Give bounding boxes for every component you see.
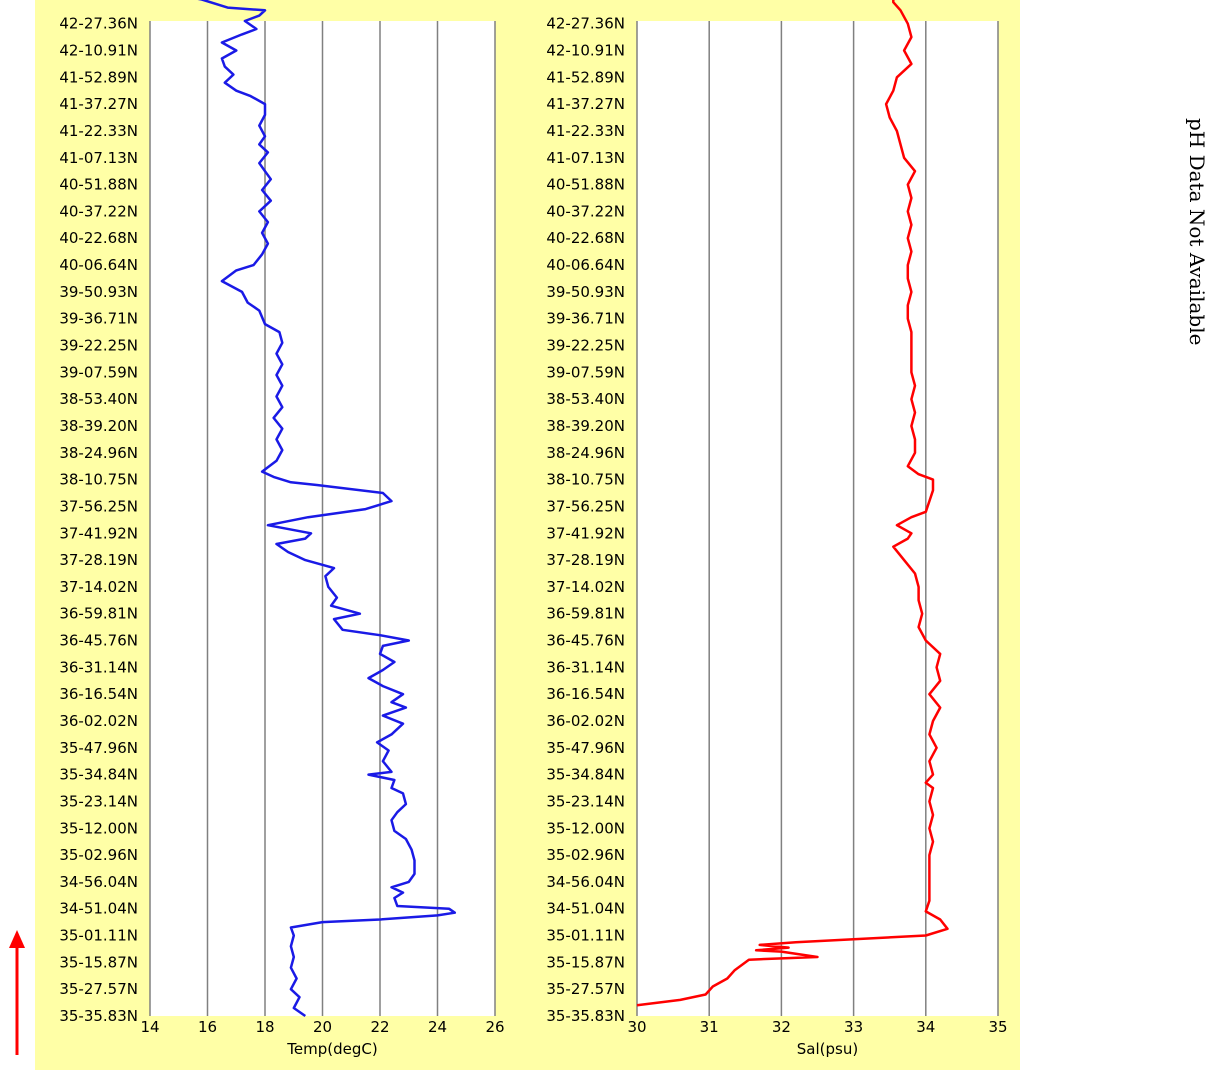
y-tick-label: 42-10.91N xyxy=(59,42,138,60)
y-tick-label: 38-24.96N xyxy=(546,444,625,462)
plot-area xyxy=(637,21,998,1016)
y-tick-label: 41-52.89N xyxy=(59,68,138,86)
y-tick-label: 36-45.76N xyxy=(59,632,138,650)
y-tick-label: 37-28.19N xyxy=(59,551,138,569)
y-tick-label: 35-47.96N xyxy=(546,739,625,757)
y-tick-label: 42-27.36N xyxy=(546,15,625,33)
y-tick-label: 35-34.84N xyxy=(546,766,625,784)
y-tick-label: 35-01.11N xyxy=(59,927,138,945)
y-tick-label: 39-50.93N xyxy=(546,283,625,301)
y-tick-label: 36-31.14N xyxy=(59,658,138,676)
y-tick-label: 35-23.14N xyxy=(546,792,625,810)
y-tick-label: 34-56.04N xyxy=(546,873,625,891)
y-tick-label: 35-12.00N xyxy=(59,819,138,837)
temperature-chart: 14 16 18 20 22 24 26 35-35.83N 35-27.57N 35-15.87… xyxy=(59,0,505,1058)
y-tick-label: 39-07.59N xyxy=(546,363,625,381)
y-tick-label: 41-07.13N xyxy=(546,149,625,167)
y-tick-label: 40-22.68N xyxy=(546,229,625,247)
y-tick-label: 39-07.59N xyxy=(59,363,138,381)
y-tick-label: 40-37.22N xyxy=(546,202,625,220)
x-tick-label: 31 xyxy=(700,1018,719,1036)
y-tick-label: 41-37.27N xyxy=(546,95,625,113)
y-tick-label: 35-47.96N xyxy=(59,739,138,757)
y-tick-label: 39-22.25N xyxy=(546,337,625,355)
y-tick-label: 35-02.96N xyxy=(546,846,625,864)
temperature-series-line xyxy=(197,0,457,1018)
y-tick-label: 35-27.57N xyxy=(546,980,625,998)
y-tick-label: 40-22.68N xyxy=(59,229,138,247)
y-tick-label: 38-53.40N xyxy=(59,390,138,408)
y-tick-label: 35-01.11N xyxy=(546,927,625,945)
y-tick-label: 34-56.04N xyxy=(59,873,138,891)
direction-arrow-icon xyxy=(9,930,25,1055)
x-axis-title: Sal(psu) xyxy=(797,1040,858,1058)
y-tick-label: 38-10.75N xyxy=(59,471,138,489)
x-tick-label: 22 xyxy=(370,1018,389,1036)
x-tick-label: 24 xyxy=(428,1018,447,1036)
y-tick-label: 35-34.84N xyxy=(59,766,138,784)
x-tick-label: 32 xyxy=(772,1018,791,1036)
y-tick-label: 36-02.02N xyxy=(546,712,625,730)
y-tick-label: 40-51.88N xyxy=(59,176,138,194)
y-tick-label: 35-27.57N xyxy=(59,980,138,998)
x-tick-label: 18 xyxy=(255,1018,274,1036)
y-tick-label: 35-12.00N xyxy=(546,819,625,837)
y-tick-label: 41-52.89N xyxy=(546,68,625,86)
y-tick-label: 34-51.04N xyxy=(546,900,625,918)
y-tick-label: 39-36.71N xyxy=(546,310,625,328)
y-tick-label: 40-06.64N xyxy=(546,256,625,274)
y-tick-label: 38-24.96N xyxy=(59,444,138,462)
y-tick-label: 38-39.20N xyxy=(59,417,138,435)
y-tick-label: 37-41.92N xyxy=(546,524,625,542)
y-tick-label: 35-23.14N xyxy=(59,792,138,810)
y-tick-label: 38-10.75N xyxy=(546,471,625,489)
y-tick-label: 37-28.19N xyxy=(546,551,625,569)
y-tick-label: 39-50.93N xyxy=(59,283,138,301)
y-tick-label: 42-10.91N xyxy=(546,42,625,60)
y-tick-label: 36-59.81N xyxy=(546,605,625,623)
y-tick-label: 40-51.88N xyxy=(546,176,625,194)
y-tick-label: 37-56.25N xyxy=(59,497,138,515)
y-tick-label: 36-02.02N xyxy=(59,712,138,730)
x-tick-label: 20 xyxy=(313,1018,332,1036)
y-tick-label: 41-07.13N xyxy=(59,149,138,167)
y-tick-label: 37-14.02N xyxy=(59,578,138,596)
y-tick-label: 36-31.14N xyxy=(546,658,625,676)
y-tick-label: 34-51.04N xyxy=(59,900,138,918)
y-tick-label: 37-14.02N xyxy=(546,578,625,596)
y-tick-label: 42-27.36N xyxy=(59,15,138,33)
x-tick-label: 30 xyxy=(627,1018,646,1036)
x-tick-label: 14 xyxy=(140,1018,159,1036)
y-tick-label: 39-22.25N xyxy=(59,337,138,355)
salinity-series-line xyxy=(636,0,949,1007)
x-tick-label: 26 xyxy=(485,1018,504,1036)
y-tick-label: 41-37.27N xyxy=(59,95,138,113)
salinity-chart: 30 31 32 33 34 35 35-35.83N 35-27.57N 35-15.87N 3… xyxy=(546,0,1008,1058)
x-axis-title: Temp(degC) xyxy=(286,1040,377,1058)
x-tick-label: 16 xyxy=(198,1018,217,1036)
y-tick-label: 35-15.87N xyxy=(546,953,625,971)
y-tick-label: 35-35.83N xyxy=(546,1007,625,1025)
x-tick-label: 33 xyxy=(844,1018,863,1036)
x-tick-label: 34 xyxy=(916,1018,935,1036)
y-tick-label: 37-41.92N xyxy=(59,524,138,542)
y-tick-label: 41-22.33N xyxy=(59,122,138,140)
y-tick-label: 36-59.81N xyxy=(59,605,138,623)
y-tick-label: 38-53.40N xyxy=(546,390,625,408)
y-tick-label: 35-02.96N xyxy=(59,846,138,864)
y-tick-label: 37-56.25N xyxy=(546,497,625,515)
y-tick-label: 40-37.22N xyxy=(59,202,138,220)
y-tick-label: 39-36.71N xyxy=(59,310,138,328)
ph-unavailable-note: pH Data Not Available xyxy=(1185,118,1209,346)
y-tick-label: 38-39.20N xyxy=(546,417,625,435)
y-tick-label: 36-16.54N xyxy=(546,685,625,703)
x-tick-label: 35 xyxy=(988,1018,1007,1036)
y-tick-label: 40-06.64N xyxy=(59,256,138,274)
y-tick-label: 36-16.54N xyxy=(59,685,138,703)
y-tick-label: 36-45.76N xyxy=(546,632,625,650)
y-tick-label: 35-35.83N xyxy=(59,1007,138,1025)
y-tick-label: 35-15.87N xyxy=(59,953,138,971)
y-tick-label: 41-22.33N xyxy=(546,122,625,140)
